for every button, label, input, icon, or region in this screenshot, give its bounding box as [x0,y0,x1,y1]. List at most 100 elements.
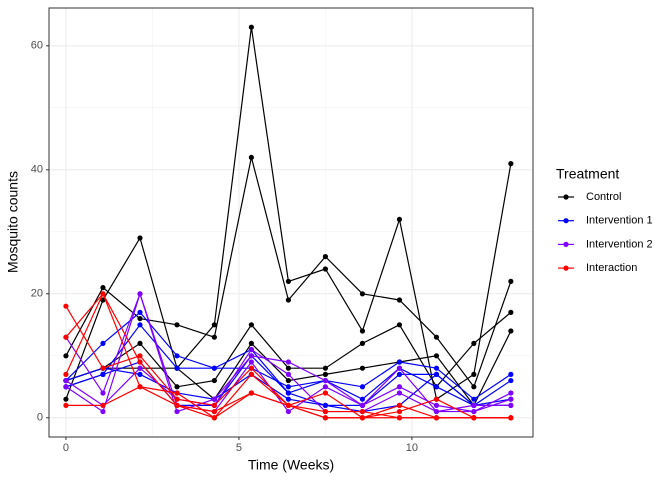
point [508,278,514,284]
point [433,371,440,377]
legend-key-point [563,241,569,247]
point [433,396,440,402]
y-axis-title: Mosquito counts [5,171,21,273]
point [322,415,329,421]
point [359,408,366,415]
point [359,402,366,408]
point [100,371,106,377]
point [174,353,180,359]
point [211,322,217,328]
point [396,371,403,377]
point [508,377,514,384]
point [433,334,440,340]
y-tick-label: 20 [31,288,43,300]
point [433,408,440,415]
point [137,235,143,241]
legend-title: Treatment [556,166,619,182]
point [248,24,254,30]
point [211,334,217,340]
point [63,402,69,408]
point [508,402,514,408]
point [322,365,329,371]
legend-label: Control [586,191,621,203]
point [322,384,329,390]
point [396,365,403,371]
point [100,284,106,291]
point [174,384,180,390]
point [508,396,514,402]
point [285,377,292,384]
panel-background [49,8,533,437]
point [471,371,477,377]
point [174,365,180,371]
y-tick-label: 0 [37,412,43,424]
point [433,402,440,408]
y-tick-label: 40 [31,164,43,176]
point [285,365,292,371]
point [471,396,477,402]
point [508,390,514,396]
legend-key-point [563,194,569,200]
point [63,371,69,377]
x-axis-title: Time (Weeks) [248,457,334,473]
point [285,408,292,415]
point [174,396,180,402]
point [285,384,292,390]
point [285,390,292,396]
point [396,390,403,396]
point [396,384,403,390]
point [396,408,403,415]
point [322,266,329,272]
point [137,371,143,377]
point [63,303,69,309]
point [100,340,106,346]
point [100,291,106,297]
x-tick-label: 0 [63,442,69,454]
point [396,322,403,328]
point [63,334,69,340]
point [508,328,514,334]
point [137,315,143,322]
point [100,365,106,371]
point [211,415,217,421]
x-tick-label: 5 [236,442,242,454]
point [508,161,514,167]
point [100,390,106,396]
point [322,402,329,408]
point [137,365,143,371]
point [174,322,180,328]
point [63,353,69,359]
point [471,408,477,415]
point [285,359,292,365]
legend-key-point [563,218,569,224]
point [508,309,514,315]
x-tick-label: 10 [406,442,418,454]
point [248,390,254,396]
point [137,359,143,365]
point [359,340,366,346]
point [137,384,143,390]
point [137,322,143,328]
point [248,359,254,365]
point [359,415,366,421]
point [322,408,329,415]
point [396,402,403,408]
point [359,384,366,390]
point [396,216,403,223]
point [471,384,477,390]
point [248,365,254,371]
point [322,371,329,377]
point [211,408,217,415]
point [211,396,217,402]
point [285,278,292,284]
point [211,365,217,371]
point [322,390,329,396]
grid [49,8,533,437]
point [248,322,254,328]
point [100,402,106,408]
point [174,390,180,396]
point [63,377,69,384]
legend: Control Intervention 1 Intervention 2 Inter… [558,191,653,274]
point [322,253,329,260]
